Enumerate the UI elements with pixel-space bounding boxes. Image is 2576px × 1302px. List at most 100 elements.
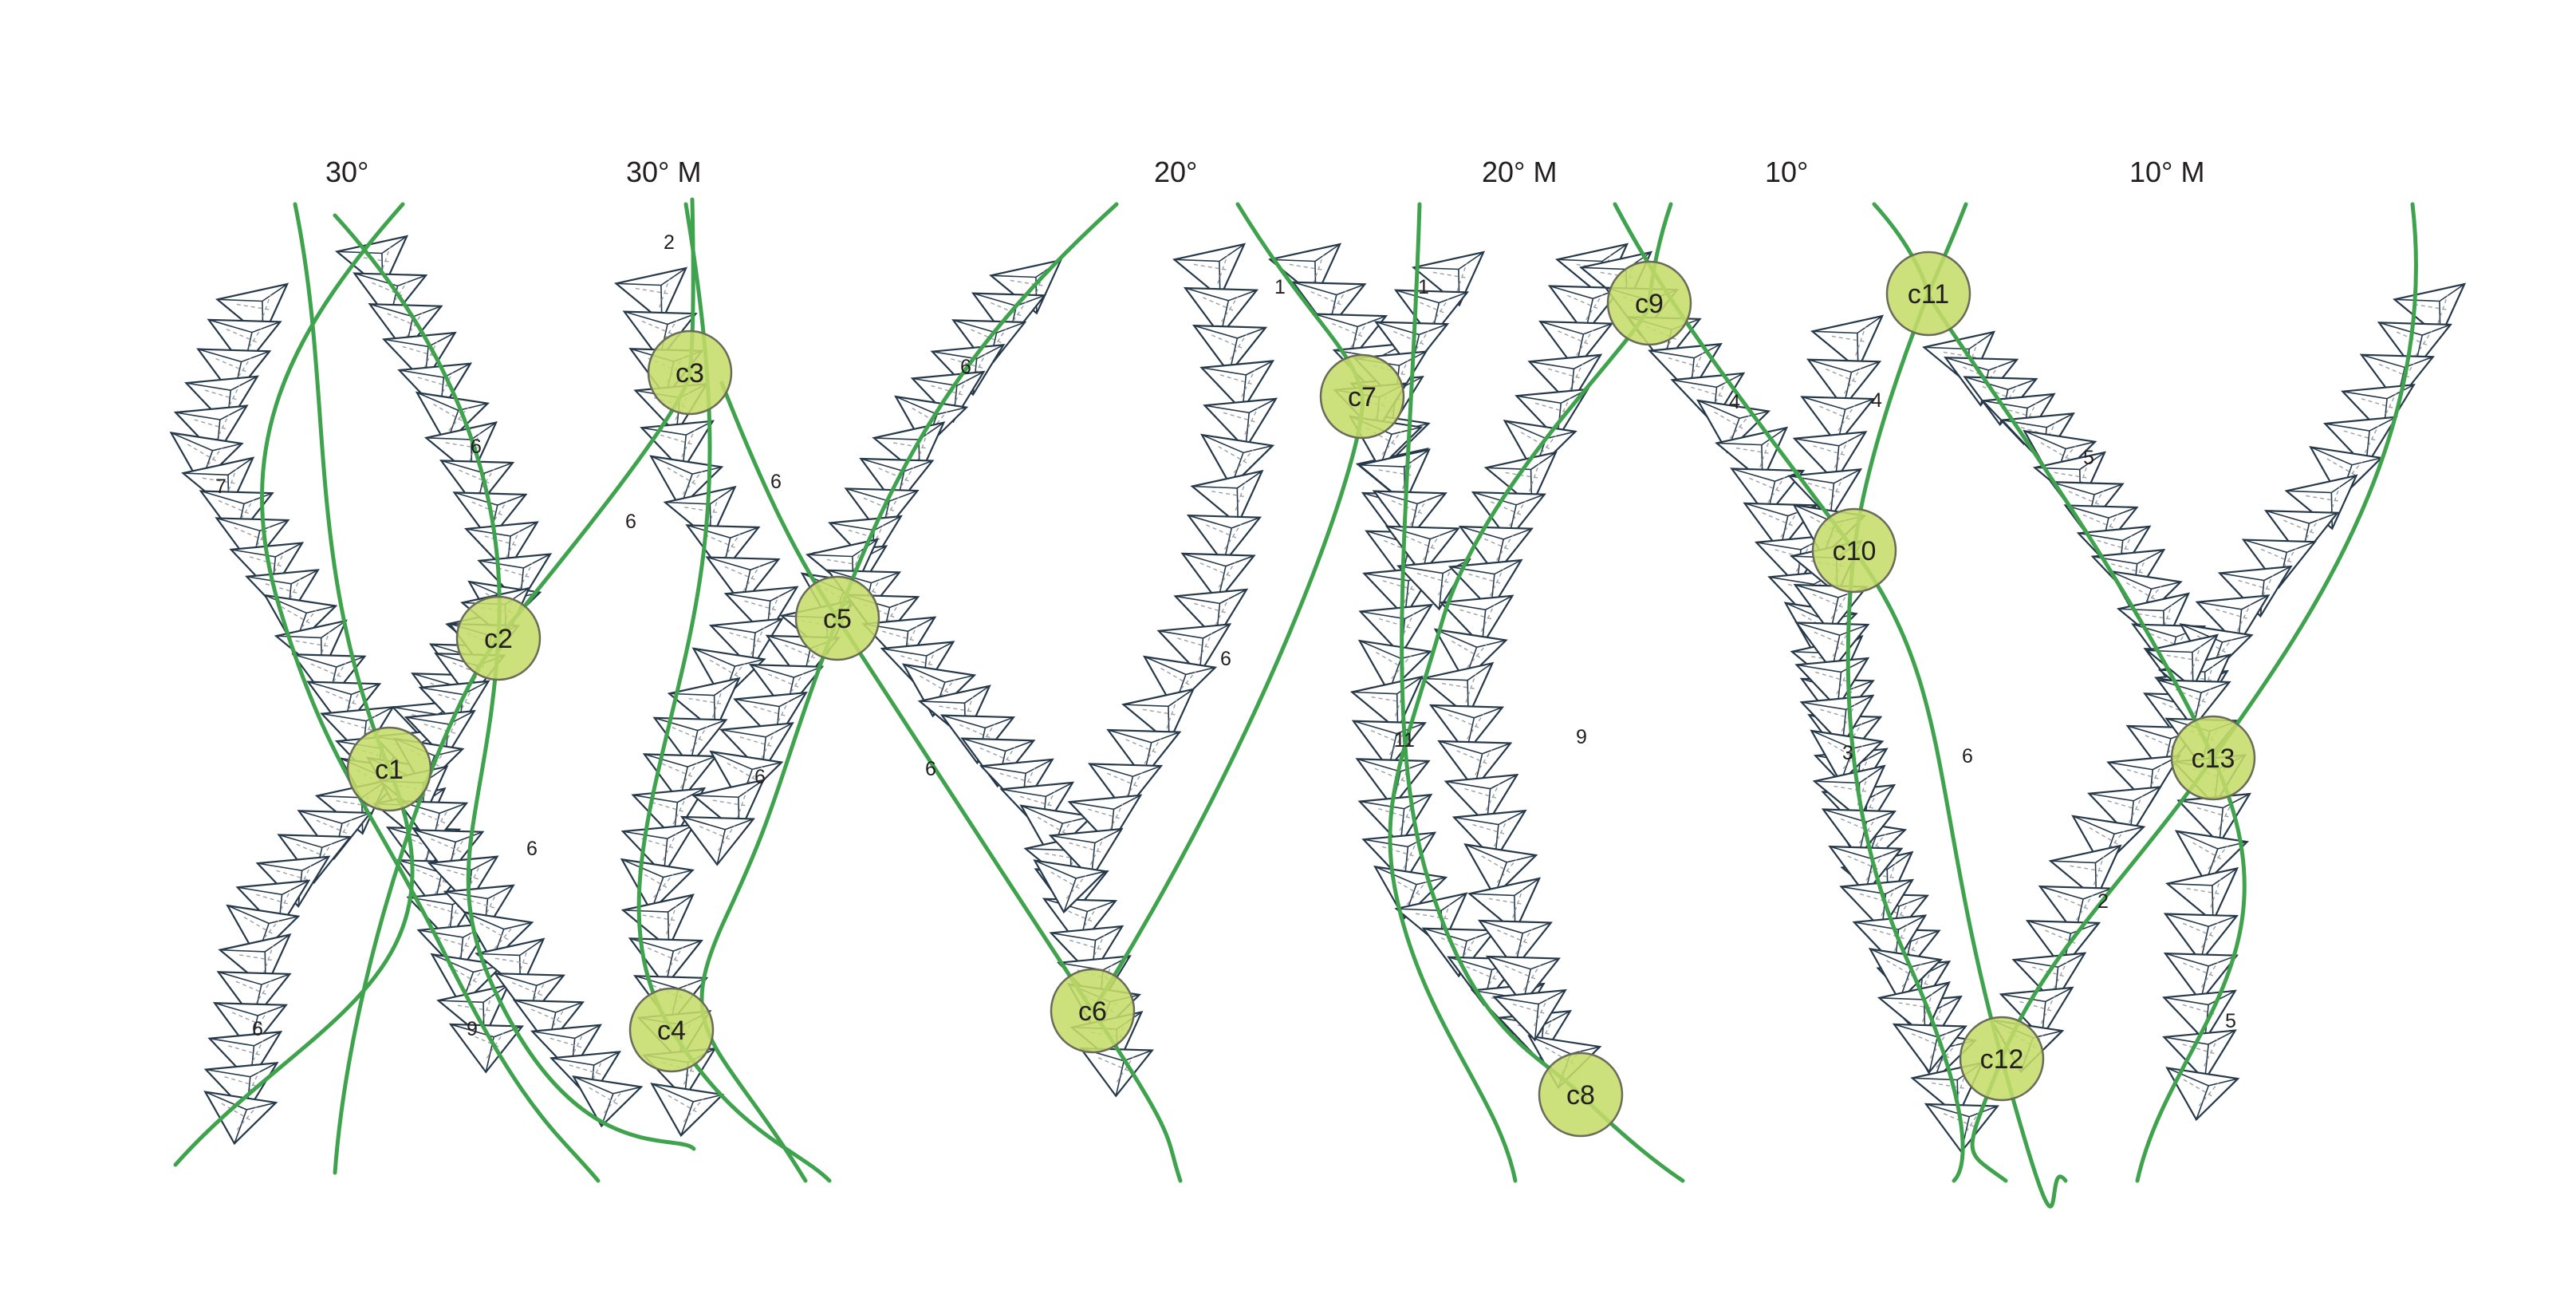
tetrahedron-module	[1800, 396, 1876, 447]
tetrahedron-module	[1467, 877, 1542, 933]
tetrahedron-module	[2163, 913, 2239, 964]
tetrahedron-module	[1142, 655, 1218, 710]
module-count-label: 2	[2097, 890, 2109, 913]
module-count-label: 5	[2225, 1010, 2236, 1032]
heading-10: 10°	[1765, 156, 1808, 188]
connection-nodes: c1 c2 c3 c4 c5 c6 c7 c8 c9 c10 c11 c12 c…	[346, 251, 2256, 1138]
guide-curve	[1970, 202, 2418, 1183]
tetrahedron-module	[1514, 388, 1589, 441]
guide-curves	[173, 197, 2418, 1209]
tetrahedron-module	[1087, 763, 1164, 814]
tetrahedron-module	[1428, 704, 1505, 755]
tetrahedron-module	[1173, 588, 1249, 641]
svg-text:c3: c3	[676, 358, 704, 389]
module-count-label: 5	[2083, 447, 2094, 469]
tetrahedron-module	[2195, 594, 2271, 647]
module-count-label: 6	[625, 511, 636, 533]
tetrahedron-module	[917, 685, 991, 741]
tetrahedron-module	[1106, 728, 1182, 779]
tetrahedron-module	[1349, 675, 1424, 732]
tetrahedron-module	[1463, 843, 1538, 898]
module-count-label: 1	[1418, 276, 1429, 298]
tetrahedron-module	[667, 677, 741, 733]
tetrahedron-module	[1448, 558, 1523, 612]
tetrahedron-module	[960, 737, 1036, 788]
svg-text:c7: c7	[1348, 382, 1377, 412]
node-c8: c8	[1538, 1051, 1624, 1138]
tetrahedron-module	[1186, 514, 1262, 565]
tetrahedron-module	[235, 879, 311, 933]
tetrahedron-module	[404, 709, 476, 760]
heading-30-m: 30° M	[626, 156, 701, 188]
tetrahedron-module	[1492, 988, 1567, 1042]
svg-text:c4: c4	[657, 1016, 686, 1046]
tetrahedron-module	[691, 779, 766, 835]
module-count-label: 7	[215, 475, 226, 498]
tetrahedron-module	[215, 517, 290, 568]
tetrahedron-module	[1291, 281, 1367, 332]
tetrahedron-module	[2165, 866, 2239, 923]
svg-text:c9: c9	[1635, 289, 1664, 319]
tetrahedron-module	[2076, 525, 2152, 578]
module-count-label: 6	[925, 758, 936, 780]
node-c4: c4	[628, 987, 715, 1073]
svg-text:c11: c11	[1908, 279, 1949, 310]
tetrahedron-module	[1877, 981, 1951, 1037]
node-c11: c11	[1885, 251, 1971, 337]
tetrahedron-module	[381, 331, 457, 385]
tetrahedron-module	[1048, 827, 1124, 881]
heading-10-m: 10° M	[2129, 156, 2204, 188]
svg-text:c13: c13	[2192, 744, 2235, 774]
svg-text:c2: c2	[484, 624, 513, 654]
svg-text:c5: c5	[823, 604, 852, 634]
tetrahedron-module	[335, 235, 409, 291]
svg-text:c1: c1	[375, 755, 404, 785]
tetrahedron-module	[1420, 661, 1495, 718]
module-count-label: 6	[1962, 745, 1973, 767]
tetrahedron-module	[2241, 539, 2317, 590]
tetrahedron-module	[1268, 243, 1342, 299]
tetrahedron-module	[218, 933, 292, 989]
tetrahedron-module	[1444, 773, 1519, 827]
tetrahedron-module	[1121, 688, 1195, 744]
tetrahedron-module	[1485, 955, 1561, 1006]
tetrahedron-module	[642, 753, 718, 804]
tetrahedron-module	[572, 1075, 644, 1128]
node-c10: c10	[1811, 507, 1897, 594]
tetrahedron-module	[1412, 251, 1486, 307]
tetrahedron-module	[412, 829, 485, 878]
tetrahedron-module	[1067, 794, 1143, 846]
guide-curve	[333, 213, 696, 1151]
tetrahedron-module	[1190, 469, 1264, 526]
tetrahedron-module	[1172, 243, 1247, 299]
module-count-label: 2	[664, 231, 675, 254]
tetrahedron-module	[463, 521, 539, 574]
module-count-label: 6	[252, 1018, 263, 1040]
module-count-label: 6	[471, 436, 482, 458]
module-count-label: 6	[1220, 648, 1231, 670]
tetrahedron-module	[1670, 372, 1746, 425]
tetrahedron-module	[263, 594, 338, 649]
tetrahedron-module	[663, 485, 737, 542]
module-count-label: 3	[1842, 742, 1853, 764]
node-c12: c12	[1959, 1016, 2045, 1102]
tetrahedron-module	[1049, 925, 1125, 978]
tetrahedron-module	[216, 971, 292, 1021]
node-c3: c3	[647, 329, 733, 416]
tetrahedron-module	[1821, 808, 1897, 859]
tetrahedron-module	[650, 1083, 725, 1138]
module-count-label: 1	[1274, 276, 1286, 298]
column-headings: 30° 30° M 20° 20° M 10° 10° M	[325, 156, 2204, 188]
tetrahedron-module	[2174, 830, 2249, 885]
tetrahedron-module	[2263, 510, 2340, 560]
tetrahedron-module	[203, 1091, 278, 1146]
guide-curve	[1613, 202, 2068, 1209]
tetrahedron-module	[1451, 809, 1527, 862]
guide-curve	[260, 202, 601, 1183]
svg-text:c12: c12	[1980, 1044, 2024, 1075]
tetrahedron-module	[549, 1051, 621, 1101]
tetrahedron-module	[2071, 815, 2146, 870]
node-c9: c9	[1606, 260, 1692, 346]
tetrahedron-module	[2284, 474, 2358, 531]
